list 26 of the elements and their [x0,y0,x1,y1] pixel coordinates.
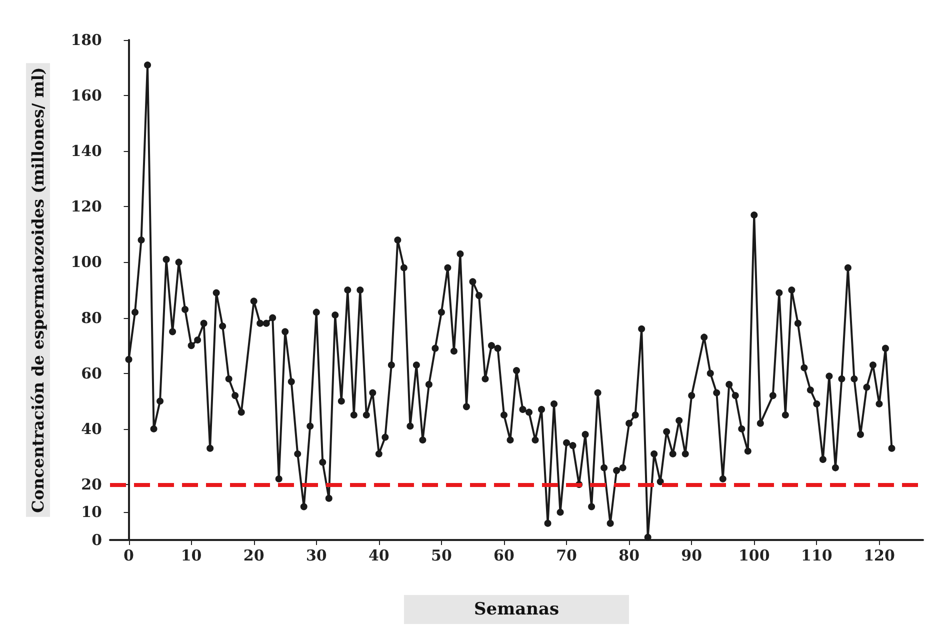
x-tick-label: 70 [556,546,577,564]
x-tick-label: 90 [681,546,702,564]
x-tick-label: 40 [368,546,390,564]
x-tick-label: 120 [864,546,895,564]
y-tick-label: 100 [70,253,102,272]
y-tick-label: 160 [70,86,102,105]
y-tick-label: 20 [81,475,102,494]
y-tick-label: 80 [81,308,102,327]
y-tick-label: 60 [81,364,102,382]
x-tick-label: 80 [618,546,640,564]
x-tick-label: 110 [801,546,832,564]
y-tick-label: 120 [70,198,102,216]
y-tick-label: 10 [81,503,102,522]
y-tick-label: 40 [81,420,102,438]
x-tick-label: 30 [306,546,327,564]
y-tick-label: 180 [70,31,102,49]
y-tick-label: 0 [92,531,102,549]
y-axis-title: Concentración de espermatozoides (millones/ ml) [28,67,48,513]
x-tick-label: 0 [124,546,134,564]
x-tick-label: 20 [243,546,264,564]
x-tick-label: 10 [180,546,202,564]
x-tick-label: 60 [494,546,514,564]
x-axis-title: Semanas [474,600,560,620]
x-tick-label: 50 [431,546,452,564]
y-tick-label: 140 [70,142,102,160]
x-tick-label: 100 [738,546,770,564]
